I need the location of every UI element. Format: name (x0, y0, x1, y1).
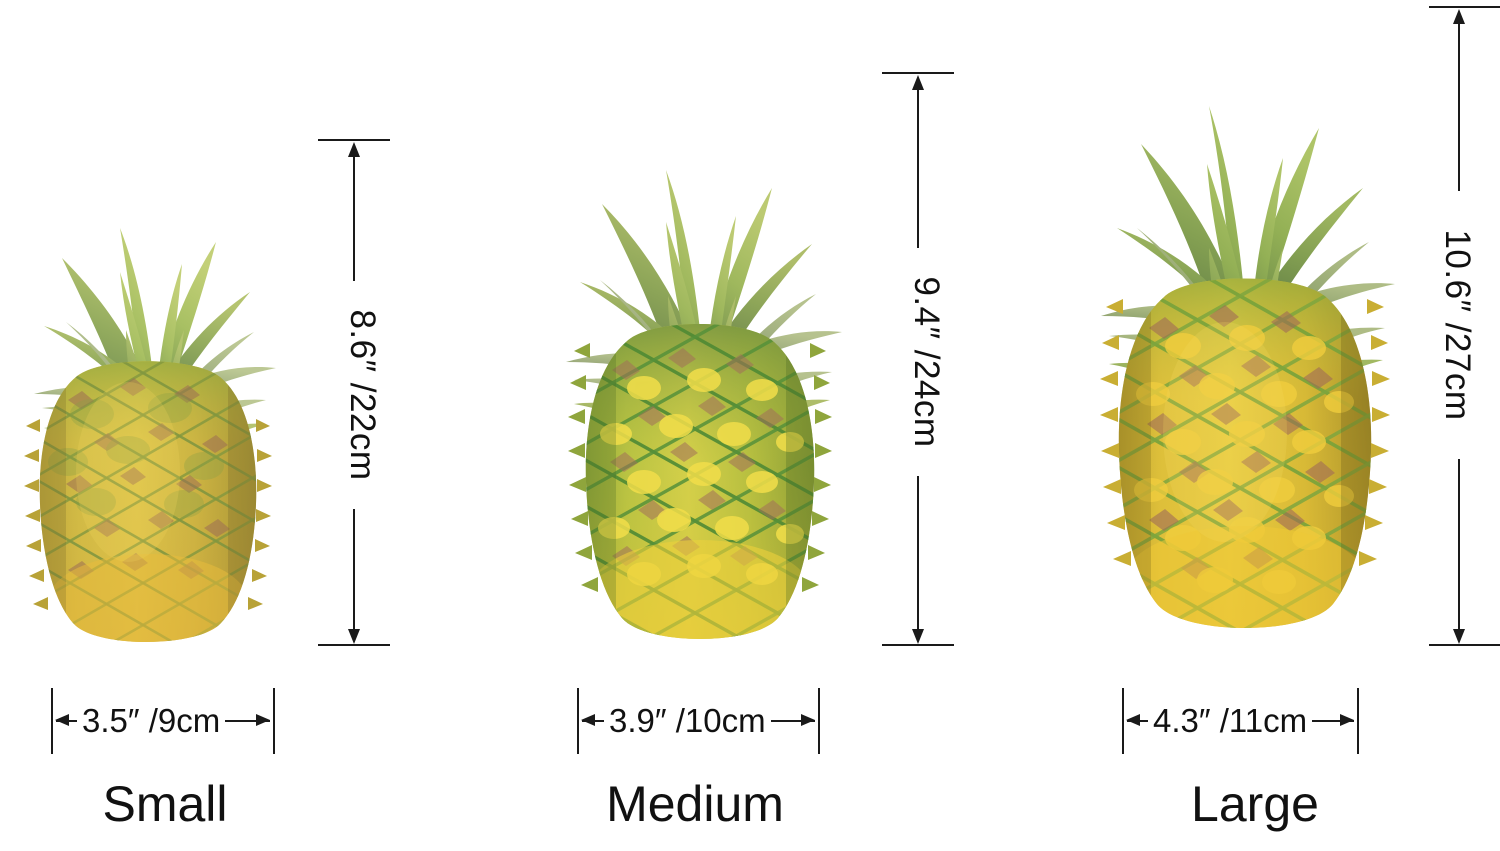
scale-pattern (39, 361, 257, 642)
arrow-up-icon (912, 75, 924, 90)
arrow-up-icon (1453, 9, 1465, 24)
arrow-left-icon (55, 714, 69, 726)
pineapple-medium (540, 70, 860, 652)
dim-small-width-label: 3.5″ /9cm (77, 702, 226, 740)
arrow-down-icon (1453, 629, 1465, 644)
scale-spikes (568, 343, 832, 592)
arrow-left-icon (581, 714, 595, 726)
dim-small-height-tick-top (318, 139, 390, 141)
dim-small-height-label: 8.6″ /22cm (342, 281, 382, 509)
fruit-body (24, 361, 272, 642)
dim-large-width-label: 4.3″ /11cm (1148, 702, 1313, 740)
arrow-up-icon (348, 142, 360, 157)
pineapple-small (8, 132, 298, 652)
pineapple-small-art (24, 228, 276, 642)
arrow-left-icon (1126, 714, 1140, 726)
dim-large-height-tick-bottom (1429, 644, 1500, 646)
pineapple-large (1075, 2, 1415, 652)
scale-spikes (1100, 299, 1390, 566)
pineapple-large-art (1100, 106, 1395, 628)
dim-large-height-tick-top (1429, 6, 1500, 8)
pineapple-medium-art (566, 170, 842, 639)
arrow-right-icon (256, 714, 270, 726)
arrow-right-icon (801, 714, 815, 726)
size-name-medium: Medium (606, 776, 784, 832)
arrow-down-icon (912, 629, 924, 644)
dim-medium-height-tick-top (882, 72, 954, 74)
dim-small-width-tick-right (273, 688, 275, 754)
size-name-small: Small (102, 776, 228, 832)
fruit-body (568, 324, 832, 639)
dim-medium-height-label: 9.4″ /24cm (906, 248, 946, 476)
fruit-body (1100, 278, 1390, 628)
dim-large-width-tick-left (1122, 688, 1124, 754)
dim-medium-width-tick-right (818, 688, 820, 754)
dim-medium-width-tick-left (577, 688, 579, 754)
dim-medium-width-label: 3.9″ /10cm (604, 702, 771, 740)
dim-large-width-tick-right (1357, 688, 1359, 754)
dim-small-width-tick-left (51, 688, 53, 754)
arrow-down-icon (348, 629, 360, 644)
size-name-large: Large (1191, 776, 1319, 832)
scale-spikes (24, 419, 272, 610)
dim-medium-height-tick-bottom (882, 644, 954, 646)
scale-pattern (1118, 278, 1372, 628)
dim-small-height-tick-bottom (318, 644, 390, 646)
arrow-right-icon (1340, 714, 1354, 726)
dim-large-height-label: 10.6″ /27cm (1437, 191, 1477, 459)
